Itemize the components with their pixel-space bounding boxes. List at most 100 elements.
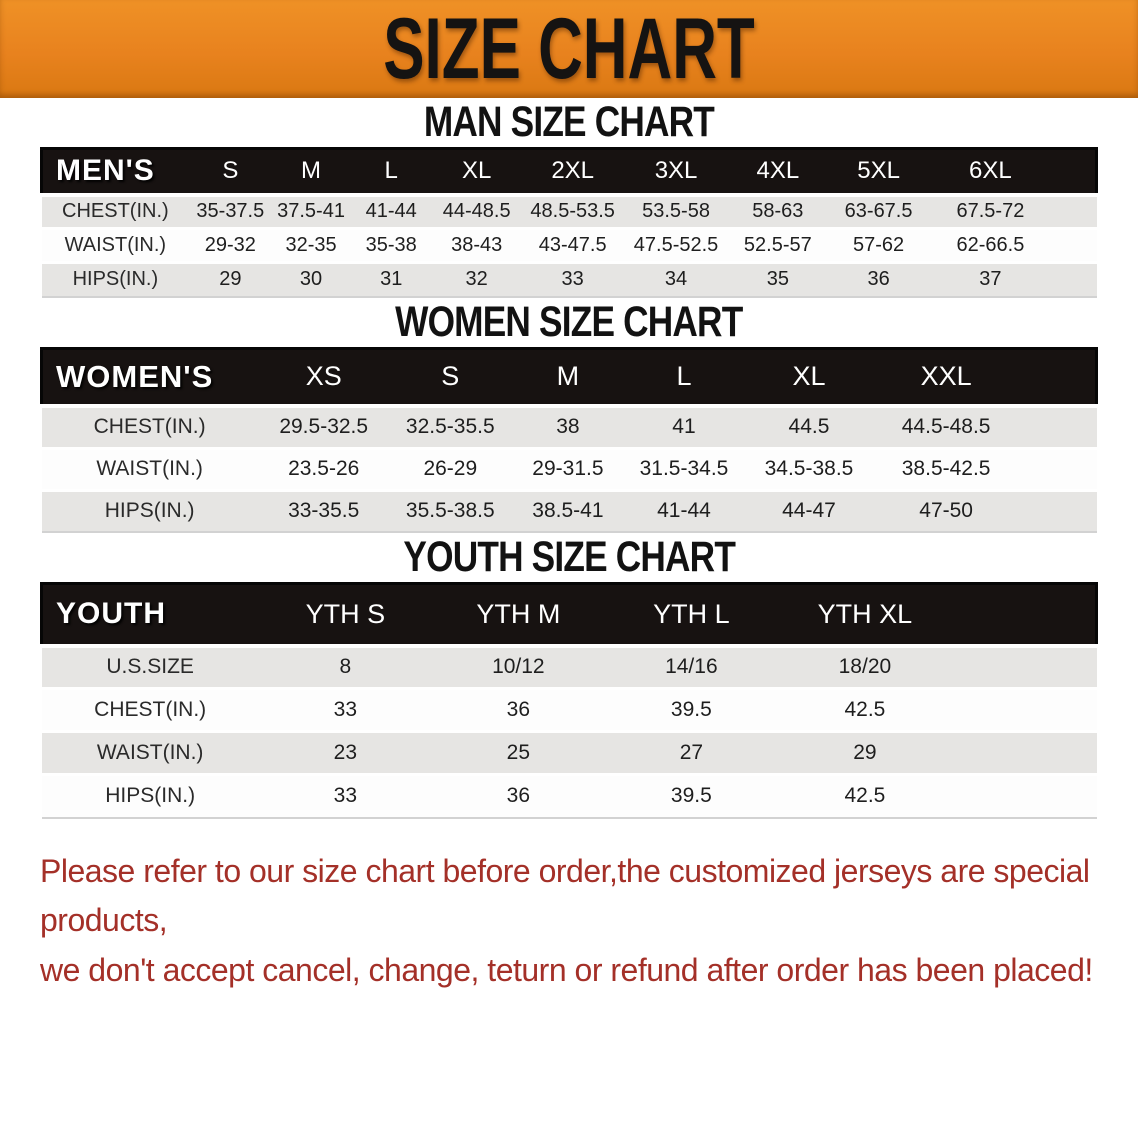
measurement-cell: 63-67.5 [827,194,930,230]
measurement-cell: 35.5-38.5 [389,490,511,533]
size-column-header: 2XL [521,147,624,197]
measurement-cell: 48.5-53.5 [521,194,624,230]
measurement-cell: 37 [929,262,1052,298]
row-label: HIPS(IN.) [41,774,259,819]
men-size-table: MEN'S S M L XL 2XL 3XL 4XL 5XL 6XL CHEST(IN.) 35-37… [40,147,1099,298]
filler-cell [951,774,1097,819]
measurement-row: WAIST(IN.) 23.5-26 26-29 29-31.5 31.5-34.5 34… [41,448,1097,492]
men-section-heading-text: MAN SIZE CHART [423,98,715,146]
measurement-cell: 41 [624,406,744,450]
row-label: WAIST(IN.) [41,228,190,264]
disclaimer-line-2: we don't accept cancel, change, teturn o… [40,951,1093,988]
measurement-cell: 32-35 [271,228,351,264]
row-label: HIPS(IN.) [41,490,258,533]
measurement-cell: 57-62 [827,228,930,264]
measurement-cell: 39.5 [604,688,778,733]
measurement-cell: 39.5 [604,774,778,819]
measurement-cell: 32.5-35.5 [389,406,511,450]
measurement-cell: 44-48.5 [431,194,522,230]
banner-title: SIZE CHART [383,1,755,97]
row-label: CHEST(IN.) [41,688,259,733]
measurement-cell: 41-44 [350,194,432,230]
measurement-cell: 47.5-52.5 [623,228,729,264]
row-label: CHEST(IN.) [41,406,258,450]
men-section-heading: MAN SIZE CHART [0,98,1138,147]
measurement-row: HIPS(IN.) 29 30 31 32 33 34 35 36 37 [41,262,1097,298]
measurement-cell: 26-29 [389,448,511,492]
youth-section: YOUTH SIZE CHART YOUTH YTH S YTH M YTH L YTH… [0,533,1138,819]
measurement-row: CHEST(IN.) 29.5-32.5 32.5-35.5 38 41 44.5 44.5… [41,406,1097,450]
measurement-cell: 42.5 [777,688,952,733]
size-column-header: M [271,147,351,197]
filler-cell [1051,262,1097,298]
measurement-cell: 33-35.5 [257,490,390,533]
measurement-cell: 38.5-41 [510,490,625,533]
measurement-cell: 29 [189,262,272,298]
size-column-header: 4XL [728,147,828,197]
filler-cell [951,645,1097,690]
filler-cell [1017,406,1097,450]
row-label: HIPS(IN.) [41,262,190,298]
size-column-header: XS [257,346,390,408]
measurement-cell: 41-44 [624,490,744,533]
size-column-header: 6XL [929,147,1052,197]
measurement-cell: 38-43 [431,228,522,264]
measurement-cell: 52.5-57 [728,228,828,264]
order-disclaimer: Please refer to our size chart before or… [40,847,1108,996]
measurement-cell: 31.5-34.5 [624,448,744,492]
filler-cell [1051,194,1097,230]
size-column-header: XL [431,147,522,197]
size-header-row: YOUTH YTH S YTH M YTH L YTH XL [39,582,1098,648]
table-title-cell: YOUTH [39,582,259,648]
size-column-header: YTH M [431,582,605,648]
size-column-header: YTH XL [777,582,952,648]
men-section: MAN SIZE CHART MEN'S S M L XL 2XL 3XL 4XL 5XL 6XL… [0,98,1138,298]
women-size-table: WOMEN'S XS S M L XL XXL CHEST(IN.) 29.5-32.5 32.5… [39,346,1099,533]
size-column-header: XXL [874,346,1018,408]
measurement-row: HIPS(IN.) 33-35.5 35.5-38.5 38.5-41 41-44 44-… [41,490,1097,533]
measurement-cell: 10/12 [431,645,605,690]
filler-cell [1051,228,1097,264]
measurement-cell: 36 [431,774,605,819]
measurement-cell: 29 [777,731,952,776]
row-label: U.S.SIZE [41,645,259,690]
measurement-cell: 38 [510,406,625,450]
row-label: WAIST(IN.) [41,731,259,776]
women-section: WOMEN SIZE CHART WOMEN'S XS S M L XL XXL CHEST(… [0,298,1138,533]
measurement-cell: 43-47.5 [521,228,624,264]
measurement-cell: 18/20 [777,645,952,690]
size-column-header: S [189,147,272,197]
measurement-cell: 27 [604,731,778,776]
measurement-cell: 33 [258,688,432,733]
measurement-cell: 25 [431,731,605,776]
filler-cell [1017,346,1099,408]
measurement-cell: 23.5-26 [257,448,390,492]
size-column-header: 3XL [623,147,729,197]
measurement-cell: 62-66.5 [929,228,1052,264]
measurement-cell: 44.5-48.5 [874,406,1018,450]
measurement-row: U.S.SIZE 8 10/12 14/16 18/20 [41,645,1097,690]
measurement-cell: 29-32 [189,228,272,264]
size-column-header: XL [743,346,875,408]
size-column-header: S [389,346,511,408]
measurement-cell: 35-37.5 [189,194,272,230]
measurement-cell: 31 [350,262,432,298]
measurement-row: CHEST(IN.) 35-37.5 37.5-41 41-44 44-48.5 48.5… [41,194,1097,230]
measurement-row: WAIST(IN.) 29-32 32-35 35-38 38-43 43-47.5 47.… [41,228,1097,264]
youth-size-table: YOUTH YTH S YTH M YTH L YTH XL U.S.SIZE 8 10/12… [39,582,1098,819]
measurement-cell: 44.5 [743,406,875,450]
measurement-cell: 53.5-58 [623,194,729,230]
measurement-cell: 8 [258,645,432,690]
table-title-cell: MEN'S [40,147,190,197]
measurement-row: HIPS(IN.) 33 36 39.5 42.5 [41,774,1097,819]
size-column-header: YTH S [258,582,432,648]
measurement-cell: 29.5-32.5 [257,406,390,450]
measurement-cell: 33 [258,774,432,819]
measurement-cell: 47-50 [874,490,1018,533]
youth-section-heading-text: YOUTH SIZE CHART [403,533,735,581]
row-label: CHEST(IN.) [41,194,190,230]
banner: SIZE CHART [0,0,1138,98]
filler-cell [1051,147,1099,197]
filler-cell [951,688,1097,733]
